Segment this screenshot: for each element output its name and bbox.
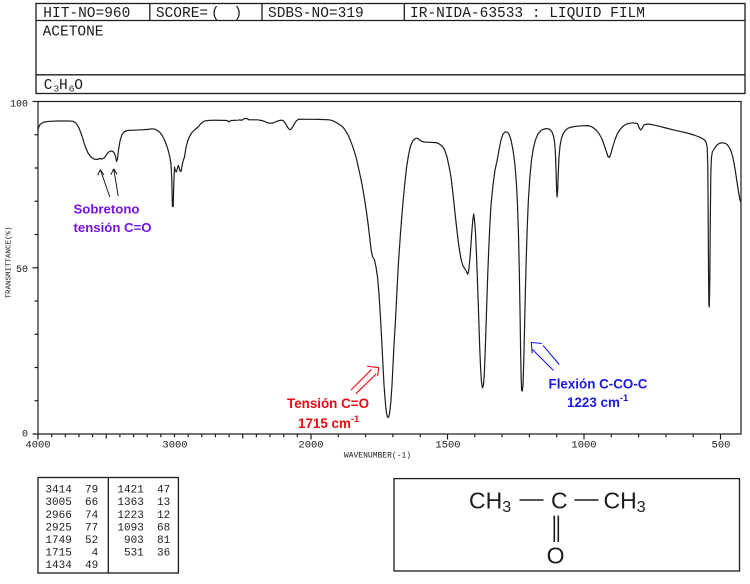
svg-text:Sobretono: Sobretono [74, 201, 140, 216]
svg-text:47: 47 [157, 485, 170, 497]
svg-text:1715 cm-1: 1715 cm-1 [298, 414, 360, 431]
svg-text:49: 49 [85, 560, 98, 572]
svg-text:0: 0 [22, 430, 28, 441]
svg-text:1421: 1421 [117, 485, 144, 497]
svg-text:(: ( [211, 6, 220, 22]
svg-text:2966: 2966 [45, 510, 71, 522]
svg-text:4000: 4000 [25, 439, 50, 451]
svg-text:500: 500 [712, 439, 731, 451]
svg-text:): ) [234, 6, 243, 22]
svg-text:50: 50 [16, 265, 28, 276]
svg-text:IR-NIDA-63533 : LIQUID FILM: IR-NIDA-63533 : LIQUID FILM [410, 6, 645, 22]
svg-text:13: 13 [157, 497, 170, 509]
svg-text:68: 68 [157, 522, 170, 534]
svg-text:1363: 1363 [117, 497, 143, 509]
svg-text:6: 6 [69, 84, 75, 95]
svg-text:3: 3 [54, 84, 60, 95]
svg-text:3414: 3414 [45, 485, 72, 497]
svg-text:Flexión C-CO-C: Flexión C-CO-C [549, 377, 648, 392]
svg-text:52: 52 [85, 535, 98, 547]
svg-text:36: 36 [157, 548, 170, 560]
svg-text:1500: 1500 [435, 439, 460, 451]
svg-text:74: 74 [85, 510, 99, 522]
svg-text:1434: 1434 [45, 560, 72, 572]
svg-text:SCORE=: SCORE= [156, 6, 208, 22]
svg-text:12: 12 [157, 510, 170, 522]
svg-text:Tensión C=O: Tensión C=O [287, 396, 369, 411]
svg-text:1715: 1715 [45, 548, 71, 560]
svg-text:1000: 1000 [571, 439, 596, 451]
svg-text:ACETONE: ACETONE [43, 25, 104, 41]
svg-text:O: O [547, 543, 565, 569]
svg-text:4: 4 [92, 548, 99, 560]
svg-text:77: 77 [85, 522, 98, 534]
svg-text:2925: 2925 [45, 522, 71, 534]
svg-text:1223 cm-1: 1223 cm-1 [567, 393, 629, 410]
svg-text:HIT-NO=960: HIT-NO=960 [43, 6, 130, 22]
svg-text:1749: 1749 [45, 535, 71, 547]
svg-text:531: 531 [124, 548, 144, 560]
svg-text:C: C [551, 487, 568, 513]
svg-text:TRANSMITTANCE(%): TRANSMITTANCE(%) [6, 226, 14, 298]
svg-text:H: H [59, 78, 68, 94]
svg-text:1093: 1093 [117, 522, 143, 534]
svg-text:903: 903 [124, 535, 144, 547]
svg-text:3000: 3000 [162, 439, 187, 451]
svg-text:tensión C=O: tensión C=O [74, 220, 152, 235]
svg-text:WAVENUMBER(-1): WAVENUMBER(-1) [344, 452, 411, 461]
svg-text:3005: 3005 [45, 497, 71, 509]
svg-text:1223: 1223 [117, 510, 143, 522]
svg-text:2000: 2000 [298, 439, 323, 451]
svg-text:100: 100 [10, 100, 28, 111]
svg-text:66: 66 [85, 497, 98, 509]
svg-text:SDBS-NO=319: SDBS-NO=319 [268, 6, 364, 22]
svg-text:81: 81 [157, 535, 171, 547]
svg-text:O: O [74, 78, 83, 94]
svg-text:C: C [44, 78, 53, 94]
svg-text:79: 79 [85, 485, 98, 497]
